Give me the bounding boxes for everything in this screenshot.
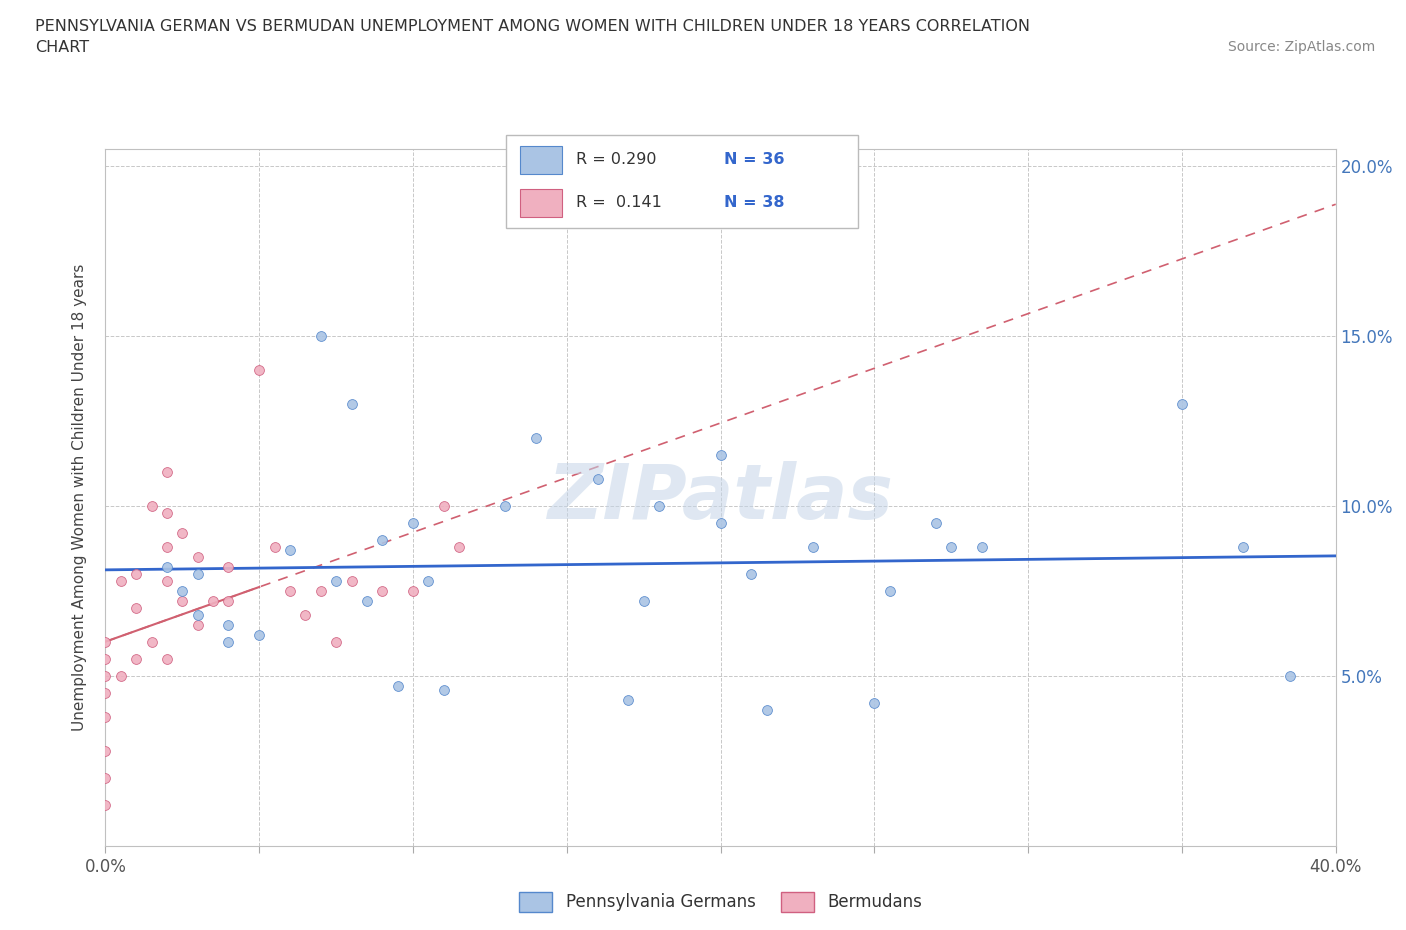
Point bbox=[125, 601, 148, 616]
Point bbox=[1232, 539, 1254, 554]
Point bbox=[402, 584, 425, 599]
Point bbox=[633, 594, 655, 609]
Point bbox=[156, 505, 179, 520]
Point bbox=[94, 669, 117, 684]
Point bbox=[202, 594, 225, 609]
Point bbox=[309, 584, 332, 599]
Point bbox=[586, 472, 609, 486]
Point bbox=[94, 798, 117, 813]
Point bbox=[247, 628, 270, 643]
Point bbox=[94, 685, 117, 700]
Point bbox=[925, 515, 948, 530]
Point bbox=[125, 566, 148, 581]
Point bbox=[309, 328, 332, 343]
Point bbox=[94, 652, 117, 667]
Point bbox=[187, 550, 209, 565]
Y-axis label: Unemployment Among Women with Children Under 18 years: Unemployment Among Women with Children U… bbox=[72, 264, 87, 731]
Point bbox=[218, 634, 240, 649]
Point bbox=[970, 539, 993, 554]
Text: R =  0.141: R = 0.141 bbox=[576, 195, 662, 210]
Point bbox=[156, 465, 179, 480]
Point bbox=[524, 431, 547, 445]
Point bbox=[278, 543, 301, 558]
Point bbox=[156, 539, 179, 554]
FancyBboxPatch shape bbox=[520, 146, 562, 174]
Point bbox=[94, 771, 117, 786]
Point bbox=[1171, 396, 1194, 411]
Point bbox=[449, 539, 471, 554]
Point bbox=[356, 594, 378, 609]
Text: R = 0.290: R = 0.290 bbox=[576, 153, 657, 167]
Point bbox=[710, 447, 733, 462]
Point bbox=[141, 498, 163, 513]
Point bbox=[94, 710, 117, 724]
Point bbox=[294, 607, 316, 622]
Point bbox=[371, 533, 394, 548]
Point bbox=[125, 652, 148, 667]
Point bbox=[110, 669, 132, 684]
Point bbox=[325, 574, 347, 589]
Point bbox=[156, 652, 179, 667]
Point bbox=[187, 607, 209, 622]
Point bbox=[156, 560, 179, 575]
Point bbox=[325, 634, 347, 649]
Point bbox=[340, 396, 363, 411]
Point bbox=[156, 574, 179, 589]
Text: PENNSYLVANIA GERMAN VS BERMUDAN UNEMPLOYMENT AMONG WOMEN WITH CHILDREN UNDER 18 : PENNSYLVANIA GERMAN VS BERMUDAN UNEMPLOY… bbox=[35, 19, 1031, 33]
Point bbox=[218, 560, 240, 575]
Point bbox=[110, 574, 132, 589]
Point bbox=[941, 539, 963, 554]
Point bbox=[247, 363, 270, 378]
Point bbox=[187, 566, 209, 581]
Point bbox=[617, 693, 640, 708]
Point bbox=[740, 566, 762, 581]
Point bbox=[371, 584, 394, 599]
Point bbox=[433, 498, 456, 513]
Point bbox=[879, 584, 901, 599]
Point bbox=[710, 515, 733, 530]
Point bbox=[278, 584, 301, 599]
Point bbox=[94, 744, 117, 759]
Point bbox=[340, 574, 363, 589]
Point bbox=[494, 498, 516, 513]
Point bbox=[801, 539, 824, 554]
Point bbox=[263, 539, 285, 554]
Point bbox=[187, 618, 209, 632]
FancyBboxPatch shape bbox=[520, 189, 562, 217]
Point bbox=[172, 584, 194, 599]
Text: N = 36: N = 36 bbox=[724, 153, 785, 167]
Text: Source: ZipAtlas.com: Source: ZipAtlas.com bbox=[1227, 40, 1375, 54]
Point bbox=[387, 679, 409, 694]
Point bbox=[418, 574, 440, 589]
Point bbox=[172, 525, 194, 540]
Point bbox=[141, 634, 163, 649]
Point bbox=[94, 634, 117, 649]
Point bbox=[1278, 669, 1301, 684]
Point bbox=[218, 594, 240, 609]
Text: N = 38: N = 38 bbox=[724, 195, 785, 210]
Point bbox=[648, 498, 671, 513]
Point bbox=[402, 515, 425, 530]
Point bbox=[433, 683, 456, 698]
Text: CHART: CHART bbox=[35, 40, 89, 55]
Point bbox=[755, 703, 778, 718]
Point bbox=[172, 594, 194, 609]
Point bbox=[863, 696, 886, 711]
Legend: Pennsylvania Germans, Bermudans: Pennsylvania Germans, Bermudans bbox=[512, 885, 929, 918]
Point bbox=[218, 618, 240, 632]
Text: ZIPatlas: ZIPatlas bbox=[547, 460, 894, 535]
FancyBboxPatch shape bbox=[506, 135, 858, 228]
